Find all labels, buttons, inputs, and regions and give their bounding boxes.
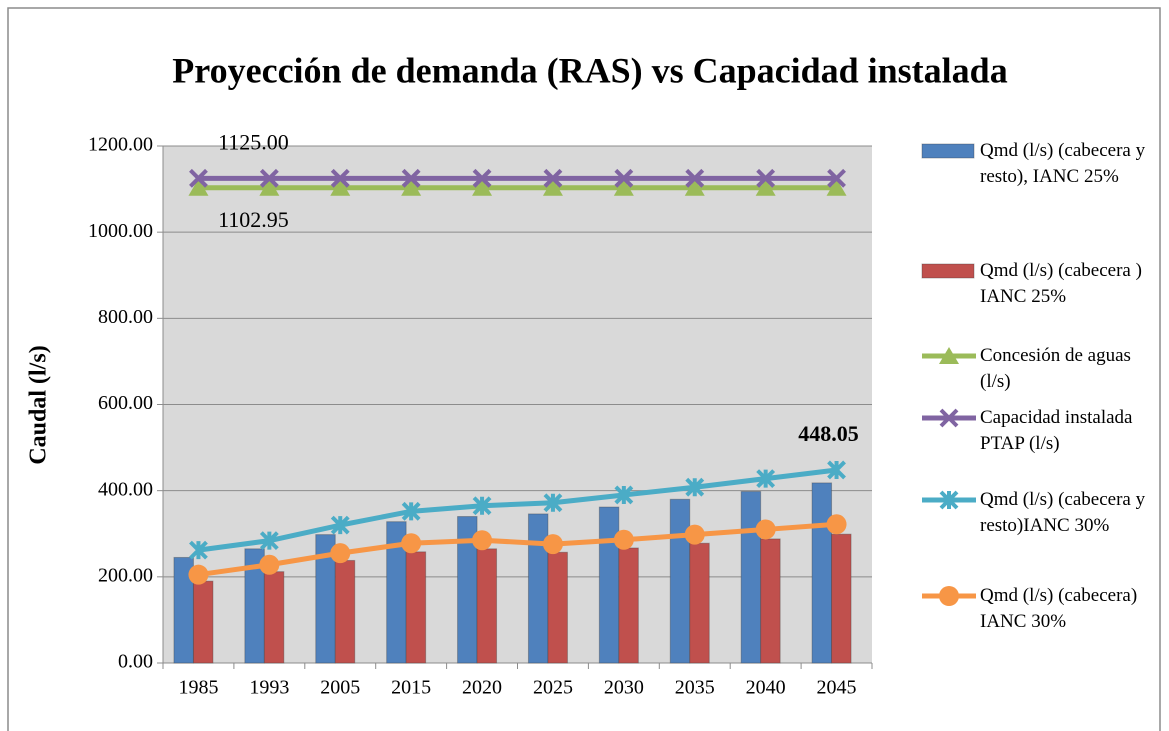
marker: [259, 178, 280, 196]
bar: [476, 548, 498, 664]
marker: [756, 469, 776, 489]
x-tick-label: 2035: [675, 677, 715, 699]
marker: [755, 519, 776, 540]
legend-label: Qmd (l/s) (cabecera ) IANC 25%: [980, 260, 1142, 307]
marker: [330, 543, 351, 564]
legend-swatch: [921, 263, 975, 279]
bar: [689, 542, 710, 664]
line: [198, 521, 837, 578]
bar: [669, 498, 691, 664]
marker: [259, 554, 280, 575]
bar: [192, 580, 214, 664]
y-tick-label: 800.00: [98, 306, 153, 328]
line: [198, 467, 837, 553]
x-tick-label: 2025: [533, 677, 573, 699]
bar: [405, 551, 427, 664]
marker: [330, 515, 350, 535]
y-axis-label: Caudal (l/s): [26, 345, 52, 464]
marker: [401, 501, 421, 521]
marker: [188, 178, 209, 196]
marker: [542, 178, 563, 196]
legend-label: Qmd (l/s) (cabecera y resto)IANC 30%: [980, 489, 1146, 536]
marker: [189, 168, 208, 188]
marker: [613, 529, 634, 550]
marker: [939, 347, 959, 364]
marker: [401, 178, 422, 196]
y-tick-label: 1000.00: [88, 220, 153, 242]
y-tick-label: 200.00: [98, 564, 153, 586]
x-tick-label: 2045: [817, 677, 857, 699]
legend-label: Qmd (l/s) (cabecera) IANC 30%: [980, 585, 1138, 632]
x-tick-label: 2030: [604, 677, 644, 699]
marker: [613, 178, 634, 196]
bar: [831, 533, 852, 664]
marker: [827, 460, 846, 480]
bar: [263, 571, 285, 664]
marker: [614, 168, 634, 188]
marker: [755, 178, 776, 196]
x-tick-label: 2040: [746, 677, 786, 699]
marker: [826, 514, 847, 535]
marker: [684, 524, 705, 545]
marker: [939, 490, 959, 510]
marker: [543, 168, 563, 188]
chart-border: [7, 7, 1161, 731]
x-tick-label: 1985: [178, 677, 218, 699]
legend-label: Qmd (l/s) (cabecera y resto), IANC 25%: [980, 140, 1146, 187]
bar: [547, 551, 568, 664]
y-tick-label: 400.00: [98, 478, 153, 500]
marker: [472, 496, 492, 516]
marker: [259, 531, 279, 551]
y-tick-label: 0.00: [118, 651, 153, 673]
marker: [684, 178, 705, 196]
legend-swatch: [921, 143, 975, 159]
y-tick-label: 600.00: [98, 392, 153, 414]
data-label: 1102.95: [218, 207, 289, 232]
marker: [826, 178, 847, 196]
bar: [618, 547, 639, 664]
data-label: 448.05: [798, 421, 859, 446]
x-tick-label: 2015: [391, 677, 431, 699]
marker: [401, 168, 421, 188]
bar: [760, 538, 781, 664]
marker: [542, 534, 563, 555]
bar: [334, 559, 356, 664]
marker: [939, 408, 959, 428]
legend-label: Capacidad instalada PTAP (l/s): [980, 407, 1133, 454]
marker: [259, 168, 279, 188]
marker: [472, 168, 492, 188]
marker: [614, 485, 634, 505]
marker: [188, 564, 209, 585]
bar: [740, 491, 762, 664]
x-tick-label: 2020: [462, 677, 502, 699]
marker: [330, 168, 350, 188]
marker: [472, 178, 493, 196]
marker: [401, 533, 422, 554]
marker: [330, 178, 351, 196]
marker: [543, 493, 563, 513]
marker: [189, 540, 208, 560]
marker: [939, 586, 959, 606]
chart-title: Proyección de demanda (RAS) vs Capacidad…: [172, 50, 1007, 90]
marker: [685, 168, 705, 188]
marker: [827, 168, 846, 188]
y-tick-label: 1200.00: [88, 134, 153, 156]
legend-label: Concesión de aguas (l/s): [980, 345, 1131, 392]
marker: [685, 477, 705, 497]
bar: [598, 506, 620, 664]
data-label: 1125.00: [218, 129, 289, 154]
marker: [756, 168, 776, 188]
marker: [472, 530, 493, 551]
x-tick-label: 1993: [249, 677, 289, 699]
bar: [527, 513, 549, 664]
bar: [811, 482, 833, 664]
x-tick-label: 2005: [320, 677, 360, 699]
